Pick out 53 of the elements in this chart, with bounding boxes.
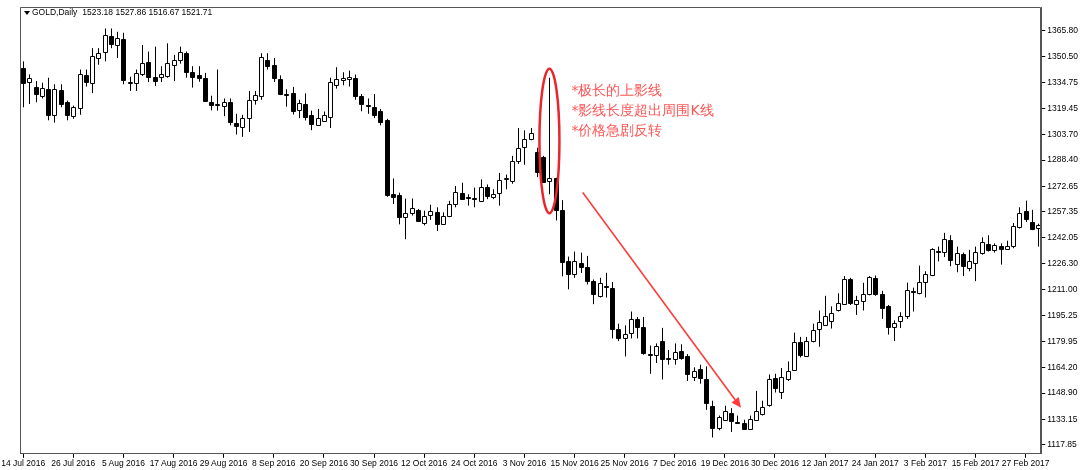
- x-tick-label: 5 Aug 2016: [101, 458, 146, 469]
- y-tick-label: 1195.25: [1047, 309, 1078, 320]
- y-tick-label: 1211.00: [1047, 283, 1078, 294]
- y-tick-label: 1133.15: [1047, 413, 1078, 424]
- candlestick: [710, 400, 715, 438]
- x-tick-label: 14 Jul 2016: [1, 458, 46, 469]
- chart-subtitle: 1523.18 1527.86 1516.67 1521.71: [82, 7, 213, 18]
- y-tick-label: 1303.70: [1047, 128, 1079, 139]
- x-tick-label: 27 Feb 2017: [1001, 458, 1050, 469]
- x-tick-label: 15 Feb 2017: [951, 458, 1000, 469]
- x-tick-label: 3 Nov 2016: [502, 458, 547, 469]
- candlestick: [623, 324, 628, 357]
- x-tick-label: 30 Dec 2016: [750, 458, 800, 469]
- x-tick-label: 24 Jan 2017: [851, 458, 899, 469]
- candlestick: [704, 365, 709, 411]
- annotation: *极长的上影线: [571, 82, 663, 99]
- candlestick: [1024, 200, 1029, 223]
- y-tick-label: 1288.40: [1047, 154, 1079, 165]
- y-tick-label: 1350.50: [1047, 50, 1079, 61]
- y-tick-label: 1272.65: [1047, 180, 1079, 191]
- y-tick-label: 1164.20: [1047, 361, 1078, 372]
- chart-title: GOLD,Daily: [32, 7, 79, 18]
- x-tick-label: 26 Jul 2016: [51, 458, 96, 469]
- x-tick-label: 12 Jan 2017: [801, 458, 849, 469]
- candlestick: [497, 172, 502, 207]
- x-tick-label: 15 Nov 2016: [550, 458, 599, 469]
- x-tick-label: 20 Sep 2016: [299, 458, 349, 469]
- y-tick-label: 1226.30: [1047, 258, 1079, 269]
- y-tick-label: 1242.05: [1047, 231, 1079, 242]
- candlestick: [811, 323, 816, 343]
- x-tick-label: 8 Sep 2016: [252, 458, 296, 469]
- y-tick-label: 1179.95: [1047, 335, 1078, 346]
- annotation: *影线长度超出周围K线: [571, 102, 714, 119]
- y-tick-label: 1148.90: [1047, 387, 1078, 398]
- y-tick-label: 1117.85: [1047, 439, 1078, 450]
- y-tick-label: 1334.75: [1047, 77, 1079, 88]
- x-tick-label: 25 Nov 2016: [600, 458, 649, 469]
- x-tick-label: 29 Aug 2016: [199, 458, 248, 469]
- x-tick-label: 17 Aug 2016: [149, 458, 198, 469]
- candlestick: [522, 129, 527, 166]
- x-tick-label: 12 Oct 2016: [400, 458, 448, 469]
- x-tick-label: 7 Dec 2016: [653, 458, 697, 469]
- y-tick-label: 1365.80: [1047, 25, 1079, 36]
- x-tick-label: 24 Oct 2016: [451, 458, 498, 469]
- x-tick-label: 30 Sep 2016: [349, 458, 399, 469]
- candlestick: [272, 57, 277, 83]
- candlestick: [366, 97, 371, 115]
- y-tick-label: 1257.35: [1047, 206, 1079, 217]
- annotation: *价格急剧反转: [571, 122, 663, 139]
- candlestick: [786, 360, 791, 382]
- y-tick-label: 1319.45: [1047, 102, 1079, 113]
- x-tick-label: 19 Dec 2016: [700, 458, 750, 469]
- x-tick-label: 3 Feb 2017: [903, 458, 948, 469]
